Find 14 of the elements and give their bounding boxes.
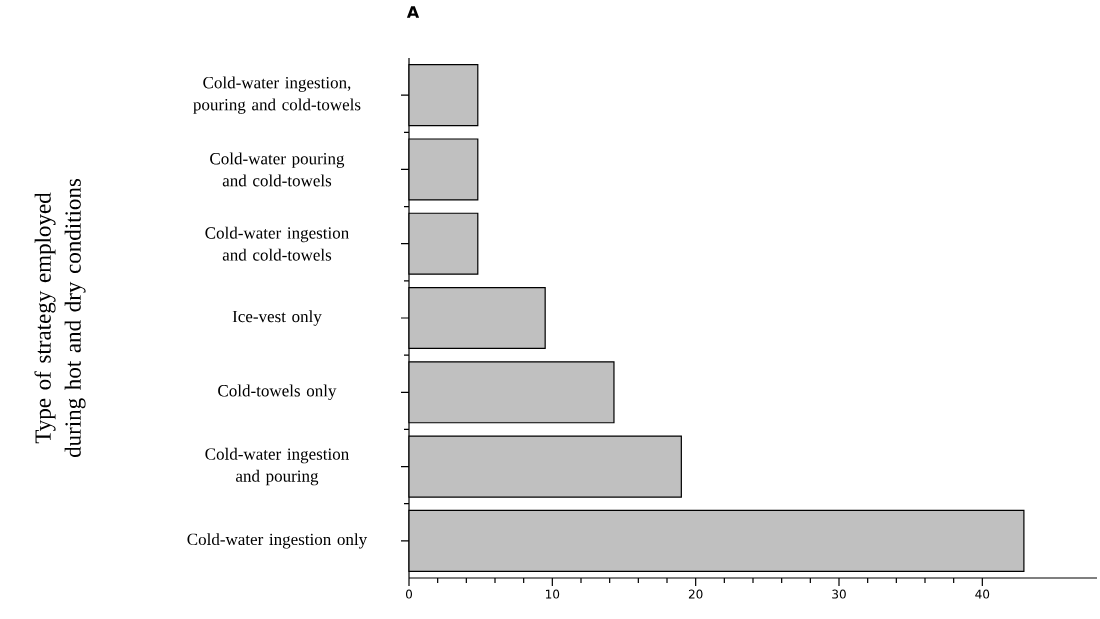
y-tick-label: Cold-towels only xyxy=(218,384,337,401)
x-tick-label: 40 xyxy=(975,589,990,599)
y-tick-label: Cold-water ingestion and pouring xyxy=(205,447,349,486)
chart-title: A xyxy=(406,6,420,18)
y-tick-label: Cold-water pouring and cold-towels xyxy=(210,152,345,187)
y-tick-label: Cold-water ingestion only xyxy=(187,533,368,549)
y-tick-label: Cold-water ingestion and cold-towels xyxy=(205,226,349,261)
y-tick-label: Ice-vest only xyxy=(232,310,322,326)
x-tick-label: 30 xyxy=(832,589,846,599)
y-tick-label: Cold-water ingestion, pouring and cold-towels xyxy=(193,76,361,114)
x-tick-label: 10 xyxy=(546,589,560,599)
x-tick-label: 20 xyxy=(688,589,703,599)
y-axis-title: Type of strategy employed during hot and dry conditions xyxy=(34,178,86,458)
x-tick-label: 0 xyxy=(405,589,413,599)
